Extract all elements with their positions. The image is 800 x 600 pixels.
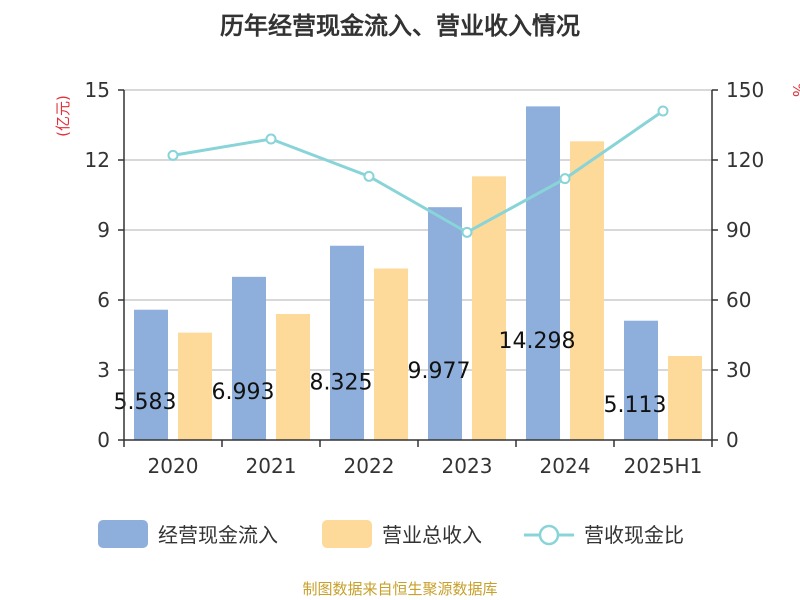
y-left-tick-label: 9 <box>97 218 110 242</box>
legend-swatch-cash-inflow <box>98 520 148 548</box>
ratio-line-group <box>167 105 669 238</box>
x-tick-label: 2021 <box>246 454 297 478</box>
y-right-tick-label: 0 <box>726 428 739 452</box>
bar-revenue <box>472 176 506 441</box>
x-tick-label: 2023 <box>442 454 493 478</box>
data-label-cash-inflow: 5.113 <box>604 393 667 418</box>
bar-revenue <box>178 332 212 440</box>
y-left-tick-label: 3 <box>97 358 110 382</box>
y-right-tick-label: 90 <box>726 218 751 242</box>
y-right-tick-label: 120 <box>726 148 764 172</box>
chart-title: 历年经营现金流入、营业收入情况 <box>220 12 580 40</box>
ratio-point <box>657 105 669 117</box>
bar-cash-inflow <box>428 207 462 440</box>
ratio-line <box>172 109 664 235</box>
data-label-cash-inflow: 8.325 <box>310 371 373 396</box>
data-label-cash-inflow: 6.993 <box>212 380 275 405</box>
y-left-unit: (亿元) <box>54 95 72 137</box>
ratio-point <box>363 170 375 182</box>
data-label-cash-inflow: 9.977 <box>408 359 471 384</box>
bar-cash-inflow <box>624 320 658 440</box>
legend-label-ratio: 营收现金比 <box>584 523 684 547</box>
ratio-point <box>265 133 277 145</box>
data-label-cash-inflow: 14.298 <box>499 329 576 354</box>
bars <box>134 106 702 441</box>
y-right-tick-label: 30 <box>726 358 751 382</box>
bar-revenue <box>570 141 604 441</box>
grid-lines <box>124 89 712 371</box>
ratio-point <box>559 173 571 185</box>
y-left-tick-label: 0 <box>97 428 110 452</box>
legend-swatch-revenue <box>322 520 372 548</box>
y-right-tick-label: 60 <box>726 288 751 312</box>
bar-revenue <box>374 268 408 440</box>
x-tick-label: 2020 <box>148 454 199 478</box>
data-label-cash-inflow: 5.583 <box>114 390 177 415</box>
y-right-unit: % <box>789 83 800 97</box>
ratio-point <box>167 149 179 161</box>
bar-cash-inflow <box>330 245 364 440</box>
bar-cash-inflow <box>232 276 266 440</box>
y-right-tick-label: 150 <box>726 78 764 102</box>
y-left-tick-label: 12 <box>85 148 110 172</box>
bar-cash-inflow <box>526 106 560 440</box>
x-tick-label: 2024 <box>540 454 591 478</box>
y-left-tick-label: 15 <box>85 78 110 102</box>
y-left-tick-label: 6 <box>97 288 110 312</box>
legend-label-revenue: 营业总收入 <box>382 523 482 547</box>
ratio-point <box>461 226 473 238</box>
legend-label-cash-inflow: 经营现金流入 <box>158 523 278 547</box>
bar-revenue <box>276 314 310 440</box>
bar-revenue <box>668 356 702 440</box>
legend-marker-ratio <box>538 524 560 546</box>
legend: 经营现金流入 营业总收入 营收现金比 <box>98 520 684 548</box>
bar-cash-inflow <box>134 309 168 440</box>
x-tick-label: 2025H1 <box>624 454 703 478</box>
data-source: 制图数据来自恒生聚源数据库 <box>302 580 497 598</box>
x-tick-label: 2022 <box>344 454 395 478</box>
